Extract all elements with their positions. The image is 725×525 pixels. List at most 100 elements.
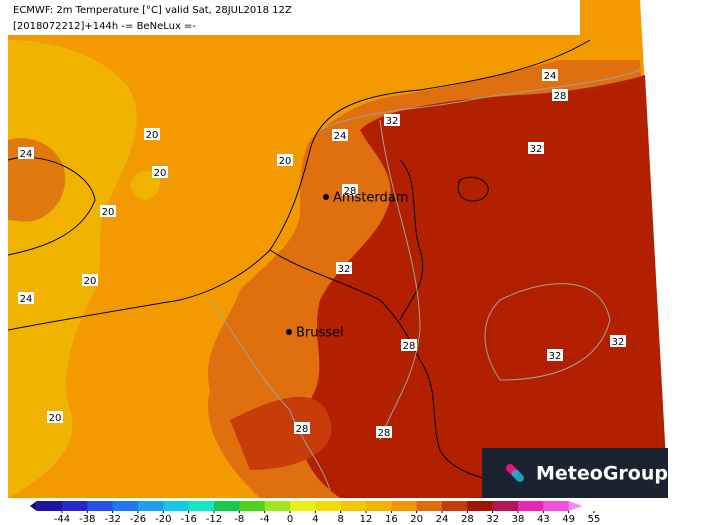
colorbar-tick-label: 28 [461, 514, 474, 525]
colorbar-segment [366, 501, 392, 511]
contour-label-box [144, 128, 160, 140]
colorbar-tick-label: -20 [155, 514, 171, 525]
contour-label: 24 [20, 149, 33, 160]
temp-zone-28 [230, 396, 332, 470]
colorbar-segment [214, 501, 240, 511]
colorbar-segment [416, 501, 443, 511]
contour-label-box [152, 166, 168, 178]
contour-label-box [47, 411, 63, 423]
border [399, 159, 424, 321]
coastline [7, 156, 96, 256]
city-marker [323, 194, 329, 200]
contour-label-box [401, 339, 417, 351]
header-line: ECMWF: 2m Temperature [°C] valid Sat, 28… [13, 5, 292, 16]
colorbar-tick-label: 12 [360, 514, 373, 525]
coastline [7, 39, 591, 331]
contour-label: 24 [544, 71, 557, 82]
contour-label: 32 [549, 351, 562, 362]
contour-label: 24 [334, 131, 347, 142]
contour-label: 32 [386, 116, 399, 127]
contour-label: 32 [612, 337, 625, 348]
colorbar-tick-label: -44 [54, 514, 70, 525]
colorbar-segment [36, 501, 63, 511]
city-label: Brussel [296, 326, 344, 341]
colorbar-segment [62, 501, 88, 511]
contour-label: 20 [102, 207, 115, 218]
temp-zone-32 [300, 75, 668, 498]
contour-line [319, 69, 641, 131]
colorbar-tick-label: 20 [410, 514, 423, 525]
contour-label: 24 [20, 294, 33, 305]
lake [457, 176, 489, 202]
colorbar-tick-label: -8 [234, 514, 244, 525]
contour-label: 20 [49, 413, 62, 424]
contour-label: 32 [338, 264, 351, 275]
colorbar-segment [315, 501, 342, 511]
colorbar-segment [467, 501, 494, 511]
contour-label-box [542, 69, 558, 81]
border [269, 249, 521, 486]
contour-label: 28 [554, 91, 567, 102]
contour-label-box [610, 335, 626, 347]
contour-label: 28 [344, 186, 357, 197]
colorbar-segment [518, 501, 544, 511]
colorbar-tick-label: -26 [130, 514, 146, 525]
contour-label-box [100, 205, 116, 217]
contour-label: 20 [146, 130, 159, 141]
contour-line [379, 119, 421, 441]
colorbar-segment [87, 501, 114, 511]
contour-label-box [294, 422, 310, 434]
colorbar-segment [112, 501, 139, 511]
contour-label: 28 [296, 424, 309, 435]
contour-label-box [376, 426, 392, 438]
contour-label-box [18, 292, 34, 304]
colorbar-tick-label: 32 [486, 514, 499, 525]
colorbar-tick-label: 4 [312, 514, 318, 525]
colorbar-tick-label: 8 [337, 514, 343, 525]
colorbar-segment [163, 501, 190, 511]
colorbar-segment [340, 501, 367, 511]
colorbar-segment [239, 501, 266, 511]
temp-zone-20 [130, 170, 160, 200]
colorbar-tick-label: -4 [260, 514, 270, 525]
logo-text: MeteoGroup [536, 463, 668, 485]
colorbar-end [568, 501, 583, 511]
colorbar-tick-label: 38 [512, 514, 525, 525]
contour-label-box [384, 114, 400, 126]
contour-label-box [342, 184, 358, 196]
contour-label-box [82, 274, 98, 286]
colorbar-segment [543, 501, 570, 511]
colorbar-segment [442, 501, 468, 511]
contour-label: 20 [154, 168, 167, 179]
contour-label: 32 [530, 144, 543, 155]
header-line: [2018072212]+144h -= BeNeLux =- [13, 21, 196, 32]
colorbar-tick-label: 24 [436, 514, 449, 525]
colorbar-segment [391, 501, 418, 511]
contour-label-box [18, 147, 34, 159]
colorbar-tick-label: -12 [206, 514, 222, 525]
colorbar-tick-label: 55 [588, 514, 601, 525]
contour-label-box [547, 349, 563, 361]
header-box [8, 0, 580, 35]
colorbar-end [30, 501, 37, 511]
colorbar-segment [188, 501, 215, 511]
colorbar-tick-label: 0 [287, 514, 293, 525]
colorbar-segment [264, 501, 291, 511]
city-marker [286, 329, 292, 335]
city-label: Amsterdam [333, 191, 408, 206]
contour-label-box [277, 154, 293, 166]
contour-line [484, 283, 611, 381]
colorbar-tick-label: -38 [79, 514, 95, 525]
contour-label-box [332, 129, 348, 141]
colorbar-segment [138, 501, 164, 511]
colorbar-tick-label: 43 [537, 514, 550, 525]
contour-label: 28 [378, 428, 391, 439]
colorbar-tick-label: 49 [562, 514, 575, 525]
colorbar-tick-label: -32 [104, 514, 120, 525]
contour-label-box [336, 262, 352, 274]
contour-line [209, 299, 331, 491]
contour-label: 28 [403, 341, 416, 352]
colorbar-tick-label: 16 [385, 514, 398, 525]
